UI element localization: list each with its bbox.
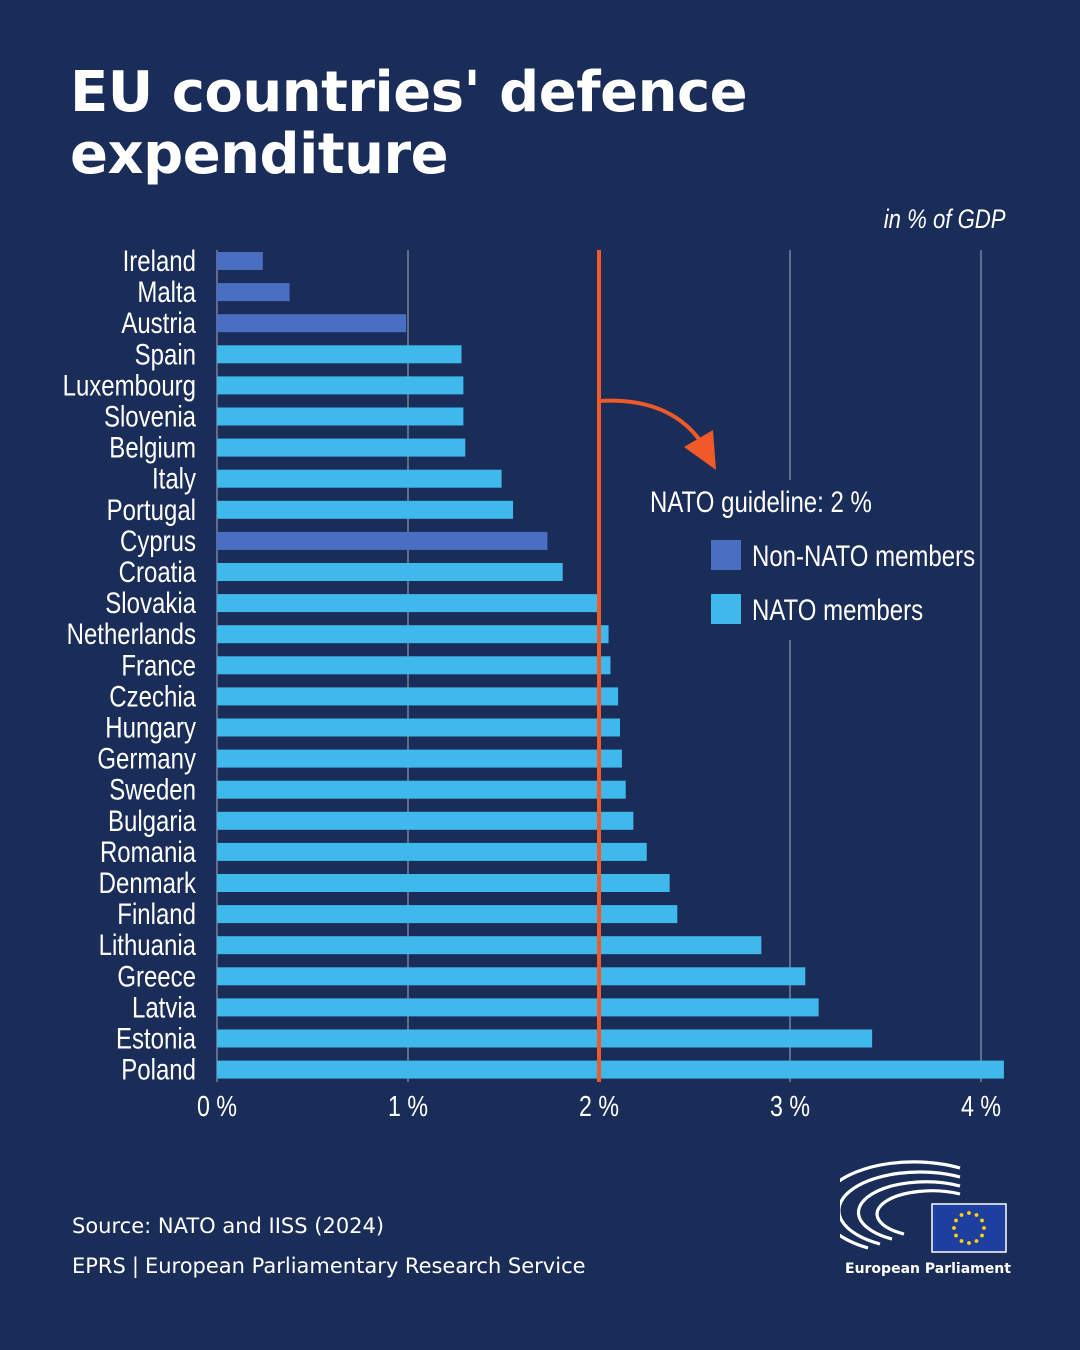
category-label-germany: Germany [97, 741, 196, 775]
category-label-estonia: Estonia [116, 1021, 197, 1055]
bar-bulgaria [217, 811, 634, 830]
category-label-romania: Romania [100, 834, 197, 868]
x-tick-label-0: 0 % [197, 1089, 237, 1122]
eu-star-icon [980, 1218, 984, 1223]
bar-finland [217, 905, 678, 924]
legend-swatch-non_nato [711, 540, 741, 570]
category-label-croatia: Croatia [119, 554, 197, 588]
eu-star-icon [980, 1233, 984, 1238]
bar-belgium [217, 438, 466, 457]
title-line-1: EU countries' defence [70, 60, 748, 125]
category-label-sweden: Sweden [109, 772, 196, 806]
category-label-czechia: Czechia [109, 679, 196, 713]
bar-malta [217, 283, 290, 302]
bar-chart: IrelandMaltaAustriaSpainLuxembourgSloven… [63, 243, 1004, 1123]
bar-italy [217, 469, 502, 488]
org-short: EPRS [72, 1254, 126, 1278]
guideline-label: NATO guideline: 2 % [650, 484, 872, 518]
bar-hungary [217, 718, 621, 737]
legend-background [640, 480, 980, 640]
eu-star-icon [967, 1211, 971, 1215]
category-label-netherlands: Netherlands [67, 617, 196, 651]
category-label-poland: Poland [121, 1052, 196, 1086]
bar-greece [217, 967, 806, 986]
category-label-malta: Malta [137, 274, 196, 308]
legend-label-non_nato: Non-NATO members [752, 538, 975, 572]
bar-slovakia [217, 594, 598, 613]
category-label-bulgaria: Bulgaria [108, 803, 197, 837]
bar-lithuania [217, 936, 762, 955]
category-label-finland: Finland [117, 896, 196, 930]
bar-germany [217, 749, 622, 768]
bar-denmark [217, 874, 670, 892]
bar-czechia [217, 687, 619, 706]
bar-estonia [217, 1029, 873, 1048]
source-note: Source: NATO and IISS (2024) [72, 1214, 385, 1238]
bar-cyprus [217, 531, 548, 550]
bar-netherlands [217, 625, 609, 644]
category-label-portugal: Portugal [107, 492, 196, 526]
bar-ireland [217, 252, 263, 270]
guideline-arrowhead-icon [684, 430, 716, 470]
bar-poland [217, 1060, 1004, 1079]
category-label-france: France [121, 648, 196, 682]
category-label-slovakia: Slovakia [105, 585, 196, 619]
bar-luxembourg [217, 376, 464, 395]
bar-sweden [217, 780, 626, 799]
bar-spain [217, 345, 462, 364]
legend-label-nato: NATO members [752, 592, 923, 626]
bar-latvia [217, 998, 819, 1017]
european-parliament-logo-icon [840, 1160, 1007, 1253]
category-label-belgium: Belgium [109, 430, 196, 464]
eu-star-icon [952, 1226, 956, 1230]
bar-croatia [217, 563, 563, 581]
category-label-denmark: Denmark [99, 865, 197, 899]
legend-swatch-nato [711, 594, 741, 624]
category-label-cyprus: Cyprus [120, 523, 196, 557]
eu-star-icon [974, 1239, 979, 1243]
guideline-arrow-icon [598, 398, 707, 450]
x-tick-label-3: 3 % [770, 1089, 810, 1122]
category-label-spain: Spain [135, 337, 196, 371]
bar-romania [217, 842, 647, 861]
unit-label: in % of GDP [884, 204, 1006, 234]
category-label-latvia: Latvia [132, 990, 197, 1024]
eu-star-icon [959, 1239, 964, 1243]
chart-title: EU countries' defence expenditure [70, 62, 970, 186]
bar-france [217, 656, 611, 675]
x-tick-label-2: 2 % [579, 1089, 619, 1122]
eu-star-icon [954, 1218, 958, 1223]
credit-line: EPRS | European Parliamentary Research Ser… [72, 1254, 586, 1278]
org-separator: | [131, 1254, 139, 1278]
european-parliament-logo-text: European Parliament [845, 1261, 1011, 1277]
x-tick-label-4: 4 % [961, 1089, 1001, 1122]
org-long: European Parliamentary Research Service [144, 1254, 586, 1278]
bar-portugal [217, 500, 514, 519]
category-label-luxembourg: Luxembourg [63, 368, 196, 402]
category-label-greece: Greece [117, 959, 196, 993]
category-label-italy: Italy [152, 461, 196, 495]
title-line-2: expenditure [70, 122, 449, 187]
eu-star-icon [954, 1233, 958, 1238]
eu-star-icon [967, 1241, 971, 1245]
category-label-ireland: Ireland [123, 243, 196, 277]
bar-slovenia [217, 407, 464, 426]
category-label-slovenia: Slovenia [104, 399, 197, 433]
category-label-hungary: Hungary [105, 710, 196, 744]
x-tick-label-1: 1 % [388, 1089, 428, 1122]
eu-star-icon [974, 1213, 979, 1217]
category-label-austria: Austria [121, 306, 196, 340]
category-label-lithuania: Lithuania [99, 928, 197, 962]
bar-austria [217, 314, 407, 333]
eu-star-icon [959, 1213, 964, 1217]
eu-star-icon [982, 1226, 986, 1230]
